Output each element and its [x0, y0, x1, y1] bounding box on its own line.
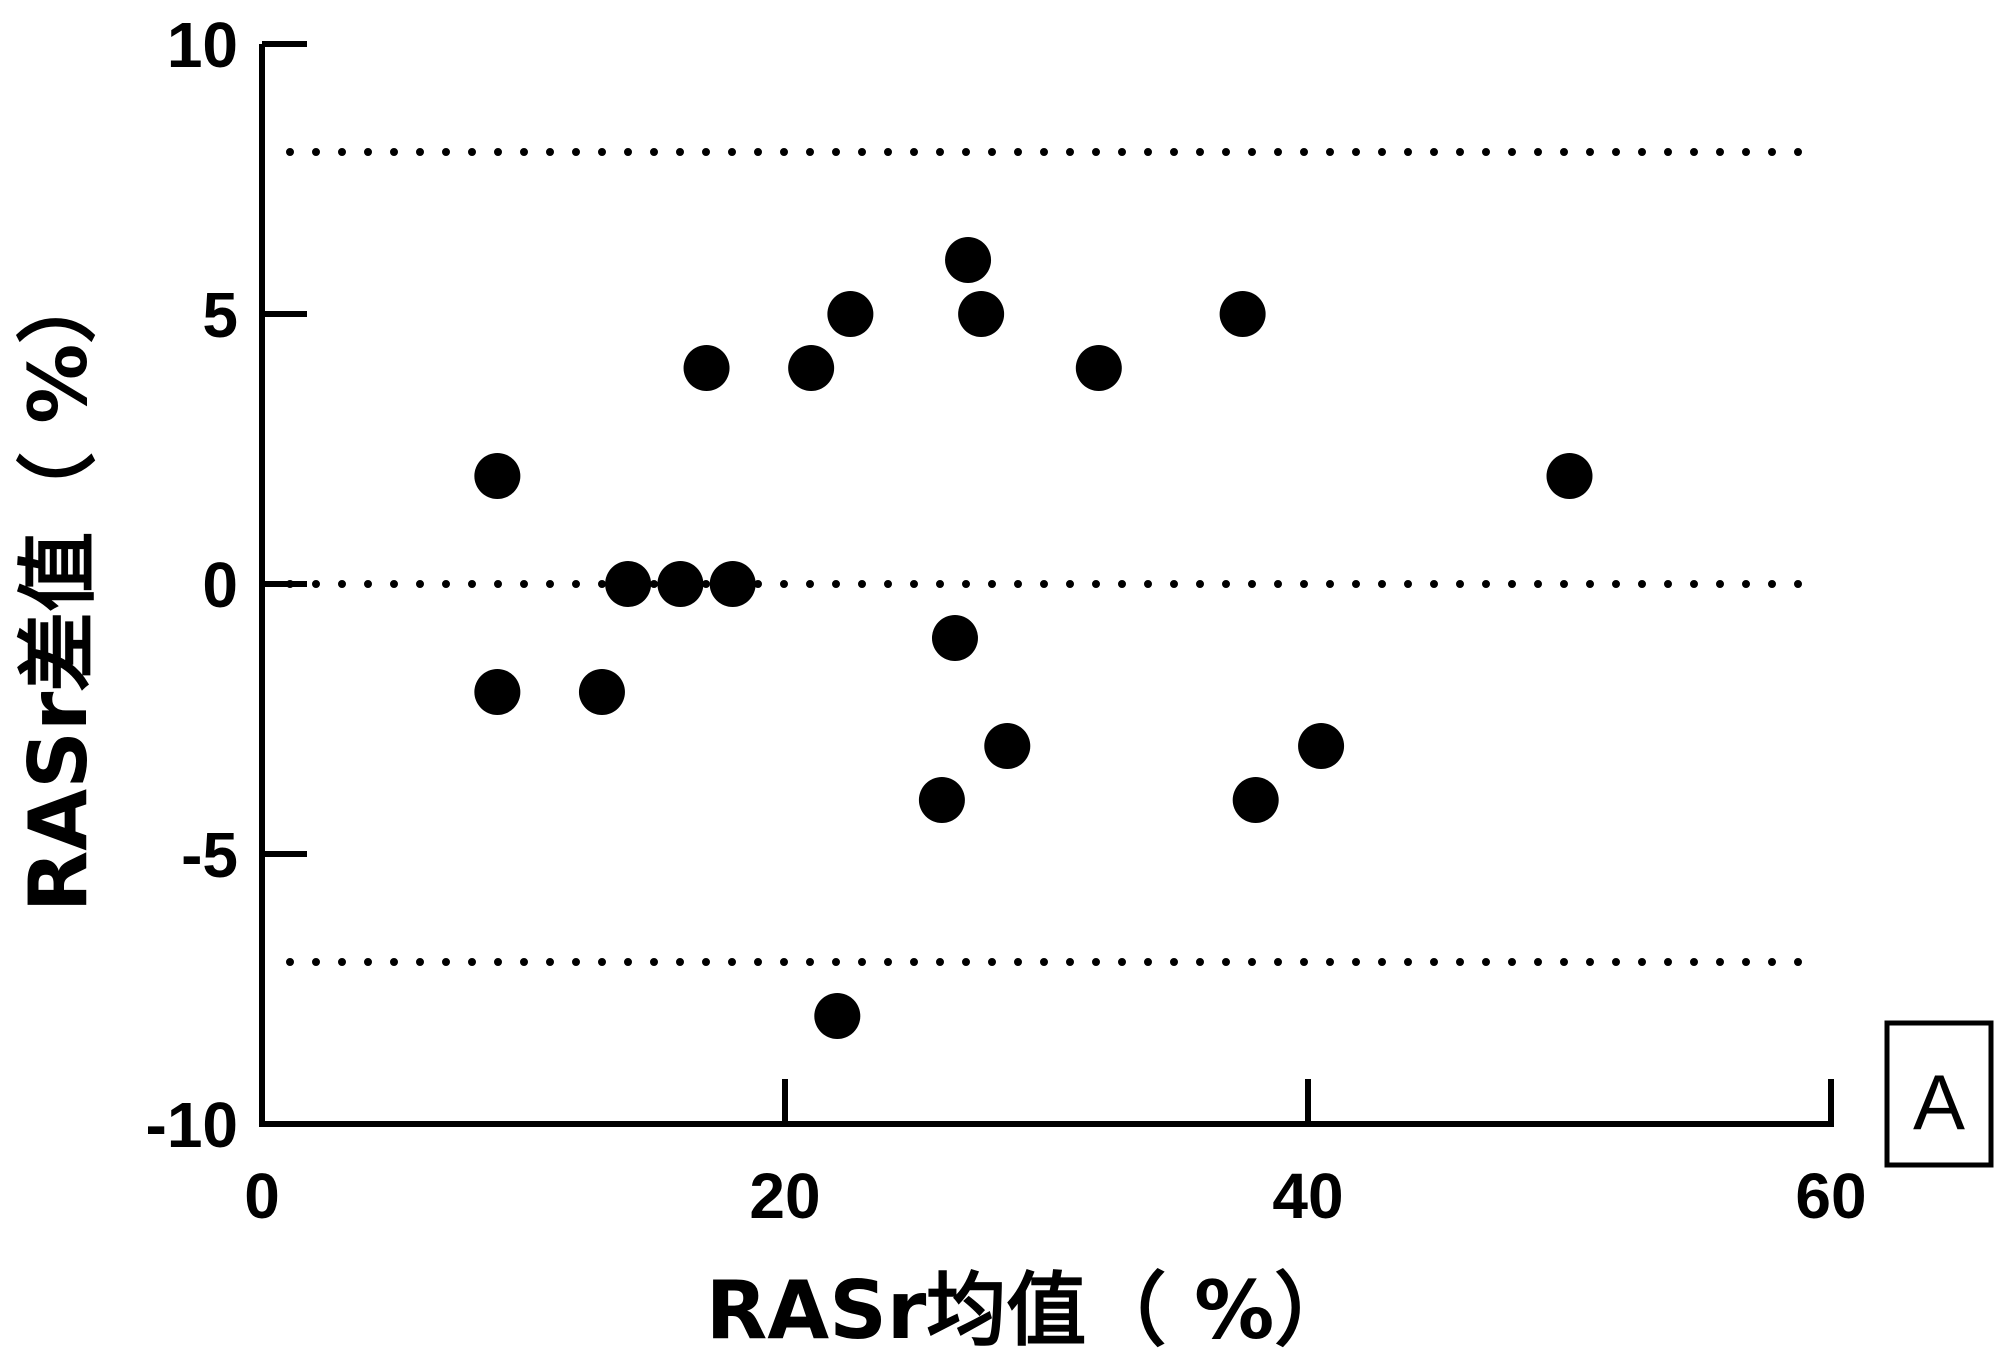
panel-label-box — [1884, 1020, 1994, 1168]
data-point — [958, 291, 1005, 337]
x-tick-label: 20 — [749, 1160, 820, 1232]
x-axis-title: RASr均值（ %） — [706, 1264, 1355, 1357]
x-tick-label: 0 — [244, 1160, 280, 1232]
data-point — [1075, 345, 1122, 391]
data-points — [474, 237, 1593, 1039]
y-tick-label: 5 — [202, 279, 238, 351]
data-point — [1219, 291, 1266, 337]
data-point — [788, 345, 835, 391]
data-point — [1546, 453, 1593, 499]
panel-label: A — [1913, 1058, 1965, 1146]
y-tick-label: -10 — [146, 1089, 239, 1161]
data-point — [683, 345, 730, 391]
data-point — [1298, 723, 1345, 769]
data-point — [709, 561, 756, 607]
data-point — [918, 777, 965, 823]
y-tick-label: -5 — [181, 819, 238, 891]
y-tick-label: 10 — [167, 9, 238, 81]
y-tick-label: 0 — [202, 549, 238, 621]
y-axis-title: RASr差值（ %） — [12, 264, 105, 913]
data-point — [931, 615, 978, 661]
data-point — [578, 669, 625, 715]
data-point — [605, 561, 652, 607]
data-point — [945, 237, 992, 283]
ticks: -10 -5 0 5 10 0 20 40 60 — [146, 9, 1867, 1232]
data-point — [984, 723, 1031, 769]
data-point — [474, 453, 521, 499]
data-point — [827, 291, 874, 337]
data-point — [657, 561, 704, 607]
data-point — [1232, 777, 1279, 823]
data-point — [474, 669, 521, 715]
reference-lines — [286, 148, 1814, 966]
x-tick-label: 40 — [1272, 1160, 1343, 1232]
x-tick-label: 60 — [1795, 1160, 1866, 1232]
data-point — [814, 993, 861, 1039]
